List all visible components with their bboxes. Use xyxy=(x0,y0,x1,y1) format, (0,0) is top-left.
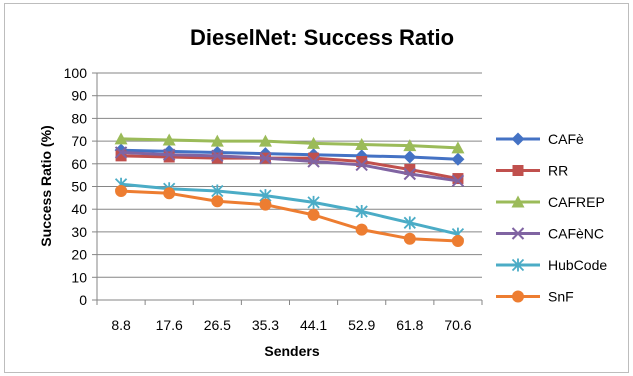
x-tick-labels: 8.8 17.6 26.5 35.3 44.1 52.9 61.8 70.6 xyxy=(111,317,471,333)
data-point xyxy=(211,149,224,163)
data-point xyxy=(210,134,224,147)
legend-item: RR xyxy=(496,163,568,179)
legend-item: HubCode xyxy=(496,257,607,273)
legend-label: CAFè xyxy=(548,131,584,147)
data-point xyxy=(355,158,368,172)
legend-label: HubCode xyxy=(548,257,607,273)
x-tick-label: 61.8 xyxy=(396,317,423,333)
legend-marker xyxy=(512,290,524,303)
legend-item: CAFREP xyxy=(496,194,605,210)
y-axis-label: Success Ratio (%) xyxy=(38,125,54,246)
data-point xyxy=(211,152,223,164)
x-tick-label: 17.6 xyxy=(156,317,183,333)
data-point xyxy=(355,138,369,151)
y-tick-label: 100 xyxy=(64,65,88,81)
x-tick-label: 35.3 xyxy=(252,317,279,333)
data-point xyxy=(259,198,272,211)
legend: CAFè RR CAFREP CAFèNC HubCode SnF xyxy=(496,131,607,305)
y-tick-label: 90 xyxy=(71,88,87,104)
series-line xyxy=(120,182,459,236)
data-point xyxy=(307,136,321,149)
x-tick-label: 8.8 xyxy=(111,317,131,333)
data-point xyxy=(451,152,465,166)
data-point xyxy=(308,152,320,164)
y-tick-label: 20 xyxy=(71,247,87,263)
data-point xyxy=(114,132,128,145)
legend-label: SnF xyxy=(548,289,574,305)
x-axis-label: Senders xyxy=(264,343,319,359)
y-tick-labels: 0 10 20 30 40 50 60 70 80 90 100 xyxy=(64,65,88,308)
legend-marker xyxy=(511,195,525,208)
data-point xyxy=(307,155,320,168)
legend-item: CAFè xyxy=(496,131,584,147)
x-tick-label: 70.6 xyxy=(444,317,471,333)
data-point xyxy=(163,187,176,200)
x-tick-label: 26.5 xyxy=(204,317,231,333)
data-point xyxy=(356,156,368,168)
data-point xyxy=(403,167,417,181)
series-line xyxy=(121,137,459,150)
data-point xyxy=(404,163,416,175)
series xyxy=(115,185,464,247)
legend-label: CAFREP xyxy=(548,194,605,210)
y-tick-label: 0 xyxy=(79,292,87,308)
series xyxy=(114,146,465,188)
legend-marker xyxy=(511,132,525,146)
y-tick-label: 30 xyxy=(71,224,87,240)
legend-marker xyxy=(511,227,525,240)
data-point xyxy=(258,134,272,147)
legend-marker xyxy=(511,258,525,272)
series-line xyxy=(120,150,459,183)
series xyxy=(115,150,464,185)
gridlines xyxy=(97,72,482,278)
data-point xyxy=(355,204,368,218)
x-tick-label: 44.1 xyxy=(300,317,327,333)
data-point xyxy=(307,208,320,221)
data-point xyxy=(403,216,416,230)
legend-label: CAFèNC xyxy=(548,226,604,242)
data-point xyxy=(162,148,176,161)
data-point xyxy=(114,146,128,159)
data-point xyxy=(451,234,464,247)
legend-marker xyxy=(512,165,524,176)
data-point xyxy=(355,223,368,236)
legend-label: RR xyxy=(548,163,568,179)
legend-item: SnF xyxy=(496,289,574,305)
y-tick-label: 60 xyxy=(71,156,87,172)
series xyxy=(114,132,465,154)
data-point xyxy=(452,173,464,185)
y-tick-label: 50 xyxy=(71,179,87,195)
data-point xyxy=(115,150,127,162)
data-point xyxy=(162,133,176,146)
y-tick-label: 80 xyxy=(71,110,87,126)
axes xyxy=(92,72,483,305)
data-point xyxy=(211,195,224,208)
x-tick-label: 52.9 xyxy=(348,317,375,333)
data-point xyxy=(115,185,128,198)
data-point xyxy=(259,151,272,165)
data-point xyxy=(163,151,175,163)
y-tick-label: 70 xyxy=(71,133,87,149)
data-point xyxy=(451,174,465,188)
series-line xyxy=(121,148,459,161)
legend-item: CAFèNC xyxy=(496,226,604,242)
y-tick-label: 10 xyxy=(71,269,87,285)
y-tick-label: 40 xyxy=(71,201,87,217)
data-point xyxy=(307,195,320,209)
series-lines xyxy=(114,132,465,247)
data-point xyxy=(451,141,465,154)
chart-title: DieselNet: Success Ratio xyxy=(190,25,454,50)
data-point xyxy=(403,150,417,164)
series-line xyxy=(120,189,459,243)
data-point xyxy=(403,139,417,152)
series-line xyxy=(121,154,459,181)
chart-frame xyxy=(4,3,629,373)
data-point xyxy=(403,232,416,245)
